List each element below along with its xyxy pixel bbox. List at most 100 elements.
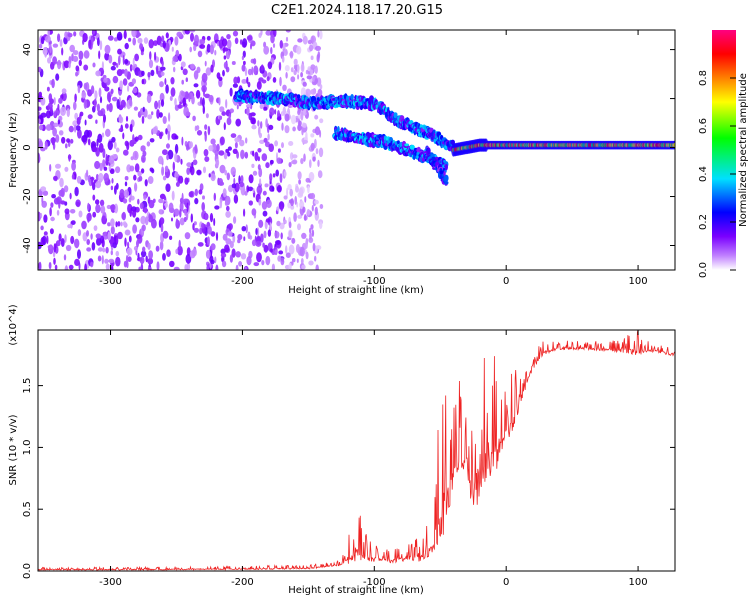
heatmap-cell: [136, 239, 139, 248]
heatmap-cell: [175, 218, 179, 226]
heatmap-cell: [112, 242, 117, 249]
heatmap-cell: [194, 144, 198, 154]
heatmap-cell: [72, 120, 79, 127]
heatmap-cell: [148, 213, 152, 220]
heatmap-cell: [215, 264, 219, 270]
colorbar-tick-label: 0.6: [698, 118, 709, 134]
heatmap-cell: [108, 165, 112, 171]
heatmap-cell: [169, 260, 175, 268]
heatmap-cell: [228, 223, 233, 231]
heatmap-cell: [60, 187, 65, 198]
heatmap-cell: [238, 261, 243, 267]
heatmap-cell: [86, 230, 89, 237]
heatmap-cell: [221, 111, 226, 116]
heatmap-cell: [78, 59, 83, 67]
heatmap-cell: [135, 217, 140, 223]
heatmap-cell: [126, 247, 133, 256]
heatmap-cell: [309, 192, 316, 200]
heatmap-cell: [169, 235, 173, 240]
heatmap-cell: [251, 124, 257, 130]
heatmap-cell: [204, 124, 208, 130]
heatmap-cell: [290, 67, 294, 73]
heatmap-cell: [251, 66, 254, 76]
heatmap-cell: [78, 210, 83, 218]
heatmap-cell: [193, 44, 197, 52]
heatmap-cell: [134, 136, 139, 142]
heatmap-cell: [111, 266, 114, 270]
heatmap-cell: [207, 125, 211, 136]
heatmap-cell: [58, 130, 64, 136]
heatmap-cell: [95, 180, 102, 189]
heatmap-cell: [105, 246, 109, 254]
x-tick-label: 100: [629, 577, 648, 588]
heatmap-cell: [263, 244, 269, 253]
heatmap-cell: [100, 205, 106, 214]
heatmap-cell: [92, 62, 96, 68]
heatmap-cell: [280, 232, 283, 240]
heatmap-cell: [70, 220, 76, 226]
heatmap-cell: [102, 231, 109, 240]
heatmap-cell: [219, 164, 226, 174]
heatmap-cell: [90, 261, 94, 268]
y-tick-label: 40: [22, 43, 33, 56]
heatmap-cell: [57, 103, 60, 111]
heatmap-cell: [284, 65, 290, 72]
heatmap-cell: [285, 36, 289, 42]
snr-xlabel: Height of straight line (km): [288, 585, 424, 596]
heatmap-cell: [148, 250, 154, 260]
heatmap-cell: [156, 35, 162, 46]
heatmap-cell: [245, 224, 248, 234]
snr-multiplier: (x10^4): [8, 304, 19, 345]
heatmap-cell: [47, 244, 53, 249]
heatmap-cell: [239, 39, 243, 45]
heatmap-cell: [94, 90, 98, 100]
heatmap-cell: [75, 199, 81, 208]
heatmap-cell: [70, 138, 74, 144]
heatmap-cell: [284, 113, 290, 122]
heatmap-cell: [223, 152, 228, 160]
heatmap-cell: [192, 159, 198, 166]
heatmap-cell: [107, 222, 111, 227]
heatmap-cell: [258, 132, 262, 139]
x-tick-label: -200: [231, 577, 254, 588]
heatmap-cell: [270, 47, 273, 55]
heatmap-cell: [251, 239, 257, 247]
heatmap-cell: [319, 204, 324, 209]
heatmap-cell: [185, 143, 190, 151]
heatmap-cell: [225, 238, 232, 245]
heatmap-cell: [302, 139, 309, 144]
heatmap-cell: [206, 236, 210, 246]
heatmap-cell: [444, 163, 448, 171]
heatmap-cell: [282, 84, 287, 92]
heatmap-cell: [272, 77, 277, 83]
heatmap-cell: [107, 231, 112, 241]
heatmap-cell: [112, 61, 117, 66]
heatmap-cell: [74, 238, 80, 249]
heatmap-cell: [147, 114, 153, 120]
heatmap-cell: [132, 37, 136, 46]
heatmap-cell: [197, 50, 203, 58]
heatmap-cell: [192, 223, 195, 231]
heatmap-cell: [295, 243, 300, 253]
heatmap-cell: [134, 182, 138, 192]
heatmap-cell: [186, 111, 191, 116]
heatmap-cell: [108, 102, 113, 113]
heatmap-cell: [197, 242, 204, 247]
heatmap-cell: [95, 119, 98, 124]
heatmap-cell: [184, 177, 189, 185]
heatmap-cell: [299, 200, 305, 210]
heatmap-cell: [255, 228, 258, 235]
heatmap-cell: [310, 88, 317, 95]
heatmap-cell: [45, 124, 52, 131]
heatmap-cell: [248, 200, 253, 206]
heatmap-cell: [259, 178, 262, 187]
heatmap-cell: [68, 264, 74, 270]
heatmap-cell: [123, 30, 127, 40]
heatmap-cell: [184, 91, 190, 100]
heatmap-cell: [124, 237, 127, 247]
heatmap-cell: [188, 94, 191, 103]
heatmap-cell: [247, 186, 254, 192]
heatmap-cell: [288, 162, 292, 168]
heatmap-frame: [37, 29, 676, 271]
heatmap-cell: [253, 262, 260, 267]
